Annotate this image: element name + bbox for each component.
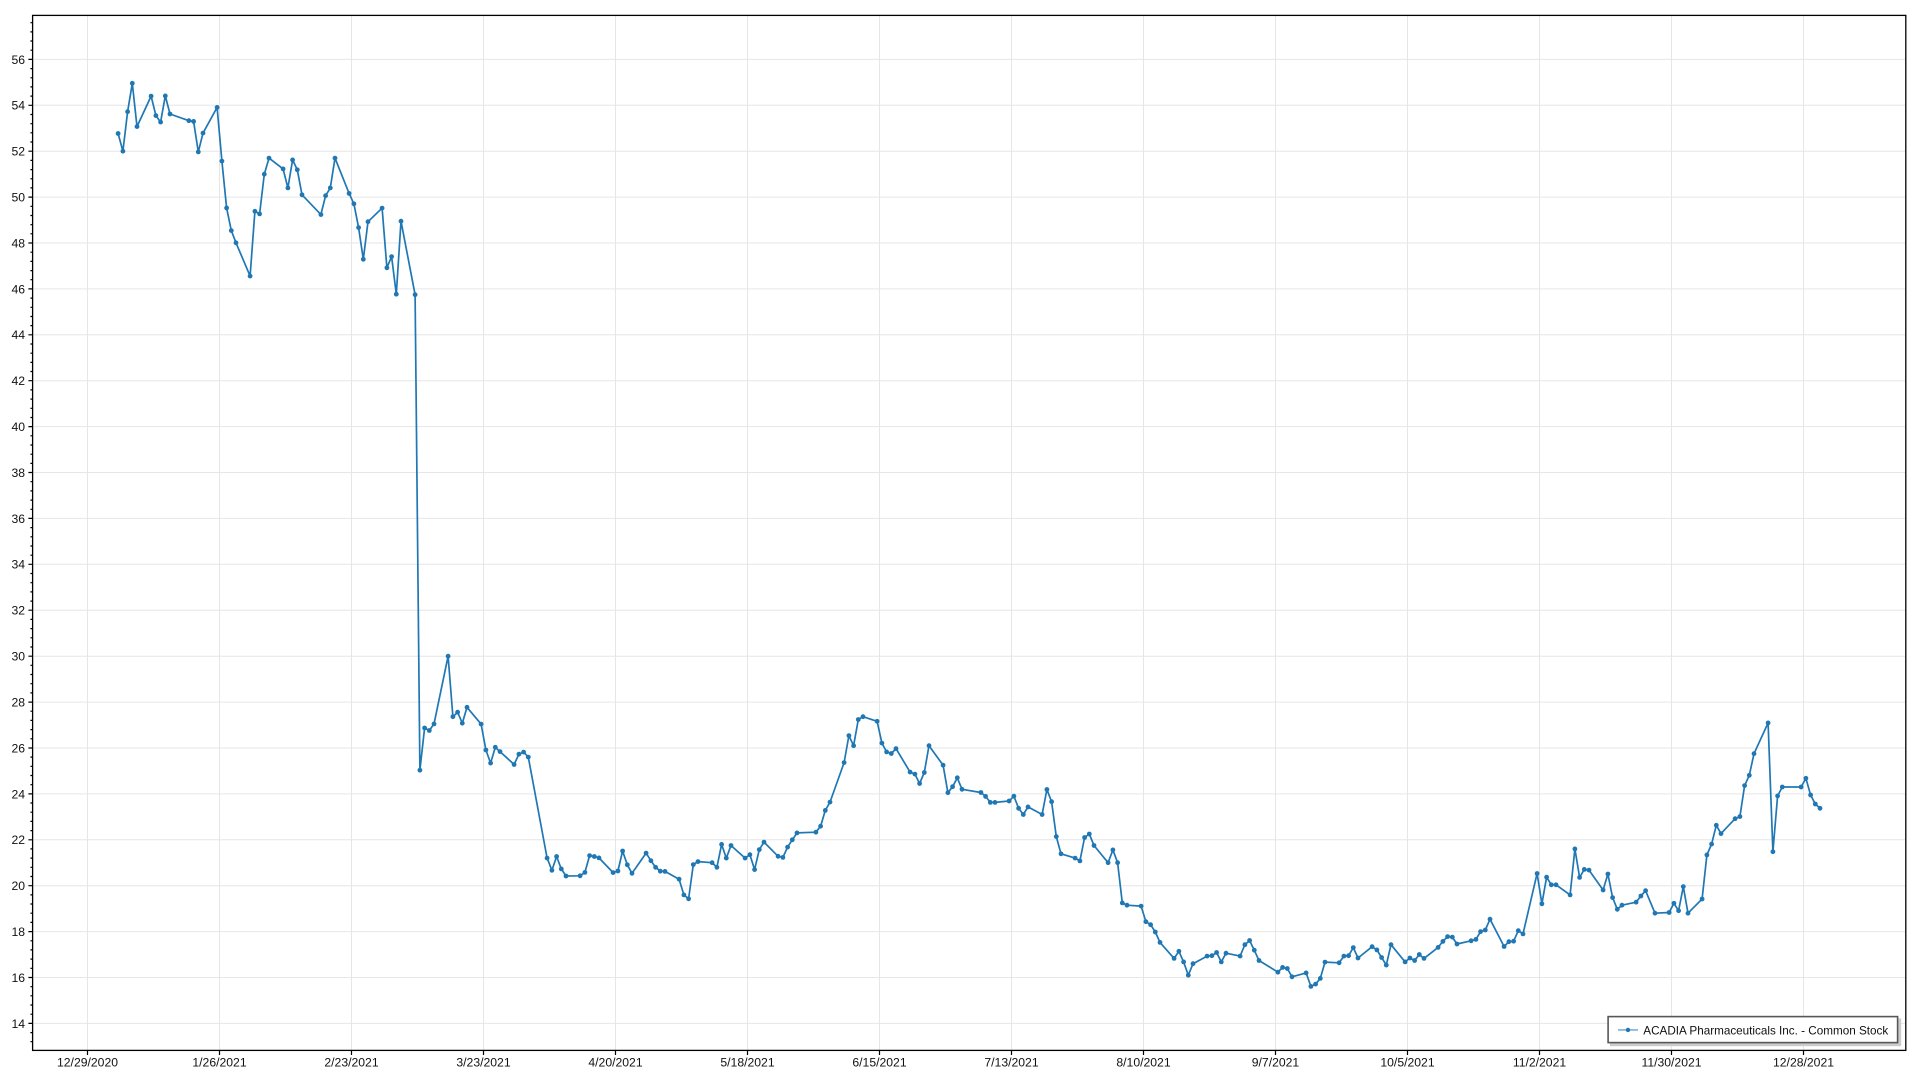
svg-text:4/20/2021: 4/20/2021: [588, 1056, 642, 1070]
svg-text:1/26/2021: 1/26/2021: [192, 1056, 246, 1070]
svg-text:8/10/2021: 8/10/2021: [1116, 1056, 1170, 1070]
svg-text:14: 14: [12, 1017, 26, 1031]
svg-text:48: 48: [12, 236, 26, 250]
svg-text:28: 28: [12, 696, 26, 710]
svg-text:2/23/2021: 2/23/2021: [324, 1056, 378, 1070]
svg-text:22: 22: [12, 833, 26, 847]
svg-text:16: 16: [12, 971, 26, 985]
svg-text:ACADIA Pharmaceuticals Inc. -: ACADIA Pharmaceuticals Inc. - Common Sto…: [1643, 1024, 1888, 1037]
svg-text:54: 54: [12, 99, 26, 113]
svg-text:12/28/2021: 12/28/2021: [1773, 1056, 1834, 1070]
svg-text:3/23/2021: 3/23/2021: [456, 1056, 510, 1070]
svg-text:7/13/2021: 7/13/2021: [984, 1056, 1038, 1070]
svg-text:10/5/2021: 10/5/2021: [1380, 1056, 1434, 1070]
svg-text:11/30/2021: 11/30/2021: [1641, 1056, 1701, 1070]
svg-text:24: 24: [12, 787, 26, 801]
svg-text:38: 38: [12, 466, 26, 480]
svg-text:40: 40: [12, 420, 26, 434]
svg-text:44: 44: [12, 328, 26, 342]
svg-text:26: 26: [12, 741, 26, 755]
svg-text:18: 18: [12, 925, 26, 939]
svg-text:52: 52: [12, 145, 26, 159]
svg-text:46: 46: [12, 282, 26, 296]
svg-text:6/15/2021: 6/15/2021: [852, 1056, 906, 1070]
svg-text:32: 32: [12, 604, 26, 618]
svg-text:34: 34: [12, 558, 26, 572]
svg-text:5/18/2021: 5/18/2021: [720, 1056, 774, 1070]
svg-text:11/2/2021: 11/2/2021: [1513, 1056, 1567, 1070]
svg-text:36: 36: [12, 512, 26, 526]
svg-text:56: 56: [12, 53, 26, 67]
svg-text:30: 30: [12, 650, 26, 664]
svg-text:12/29/2020: 12/29/2020: [57, 1056, 118, 1070]
svg-text:9/7/2021: 9/7/2021: [1252, 1056, 1300, 1070]
svg-text:42: 42: [12, 374, 26, 388]
svg-text:50: 50: [12, 191, 26, 205]
svg-text:20: 20: [12, 879, 26, 893]
